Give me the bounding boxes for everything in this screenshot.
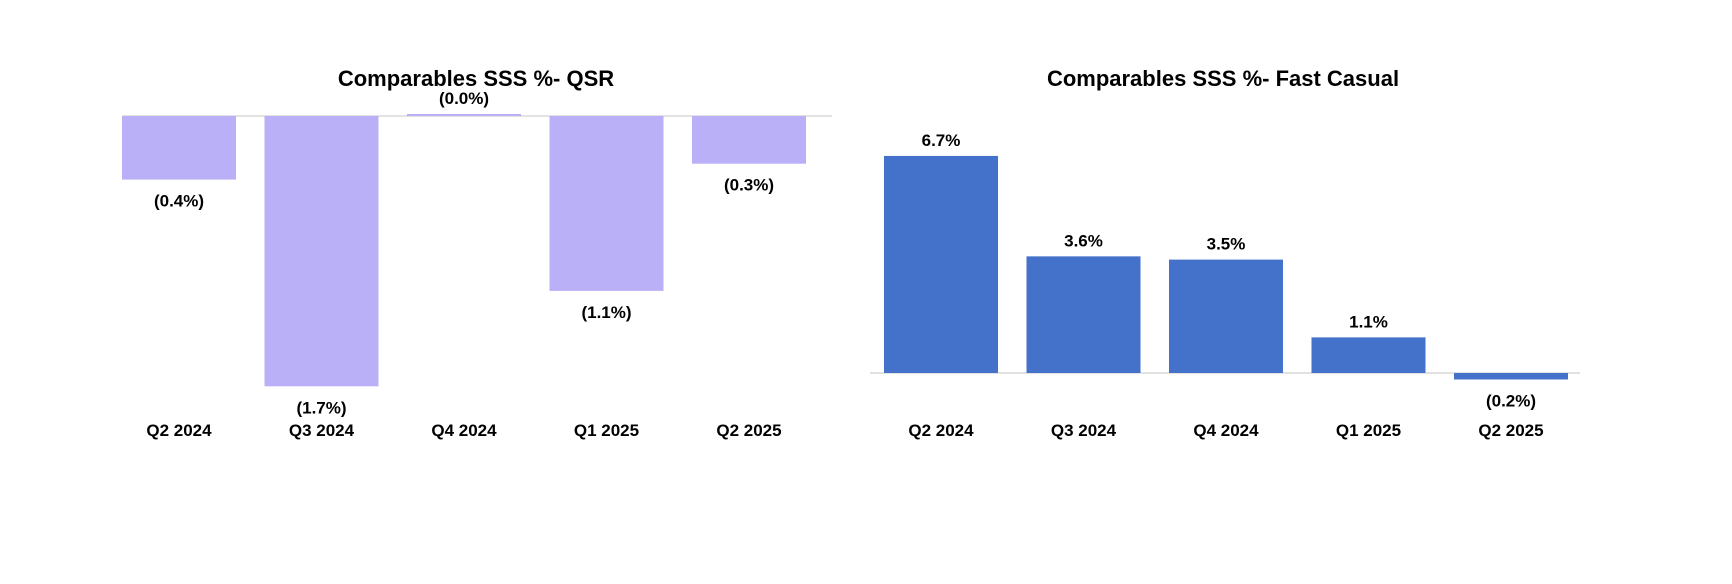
bar-q4-2024 [407, 114, 521, 116]
x-tick-label: Q2 2024 [146, 421, 212, 440]
bar-q4-2024 [1169, 259, 1283, 373]
fast-casual-sss-chart: Comparables SSS %- Fast Casual 6.7% Q2 20… [870, 66, 1580, 440]
x-tick-label: Q3 2024 [1051, 421, 1117, 440]
x-tick-label: Q1 2025 [574, 421, 639, 440]
data-label: 3.6% [1064, 231, 1103, 250]
bar-q3-2024 [264, 116, 379, 387]
chart-title: Comparables SSS %- QSR [338, 66, 614, 91]
x-tick-label: Q2 2025 [1478, 421, 1543, 440]
x-tick-label: Q1 2025 [1336, 421, 1401, 440]
data-label: (0.4%) [154, 192, 204, 211]
x-tick-label: Q4 2024 [1193, 421, 1259, 440]
x-tick-label: Q2 2025 [716, 421, 781, 440]
bar-q2-2025 [1454, 373, 1568, 380]
qsr-sss-chart: Comparables SSS %- QSR (0.4%) Q2 2024 (1.7… [122, 66, 832, 440]
bar-q1-2025 [1311, 337, 1426, 373]
x-tick-label: Q4 2024 [431, 421, 497, 440]
bar-q2-2024 [122, 116, 236, 180]
chart-title: Comparables SSS %- Fast Casual [1047, 66, 1399, 91]
bar-q2-2024 [884, 155, 998, 373]
data-label: 3.5% [1207, 235, 1246, 254]
bar-q2-2025 [692, 116, 806, 164]
data-label: (0.2%) [1486, 391, 1536, 410]
data-label: (0.0%) [439, 89, 489, 108]
bar-q1-2025 [549, 116, 664, 291]
data-label: (0.3%) [724, 176, 774, 195]
data-label: (1.7%) [296, 398, 346, 417]
data-label: (1.1%) [581, 303, 631, 322]
data-label: 1.1% [1349, 312, 1388, 331]
bar-q3-2024 [1026, 256, 1141, 373]
x-tick-label: Q2 2024 [908, 421, 974, 440]
x-tick-label: Q3 2024 [289, 421, 355, 440]
data-label: 6.7% [922, 131, 961, 150]
